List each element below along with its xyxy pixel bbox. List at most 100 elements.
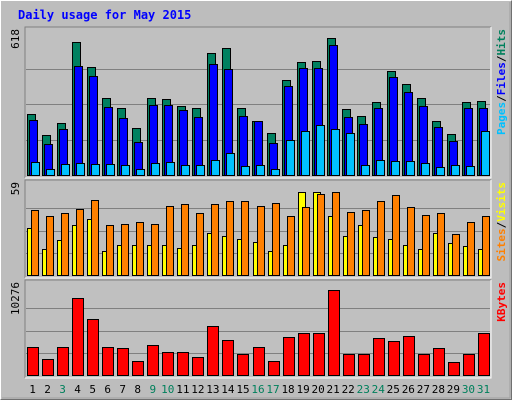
- legend-kbytes: KBytes: [495, 282, 508, 322]
- day-label-25: 25: [387, 383, 400, 396]
- bar-files-day-4: [74, 66, 83, 176]
- bar-files-day-13: [209, 64, 218, 176]
- bar-pages-day-20: [316, 125, 325, 176]
- bar-sites-day-7: [121, 224, 129, 276]
- day-label-8: 8: [134, 383, 141, 396]
- bar-pages-day-17: [271, 169, 280, 176]
- day-label-19: 19: [296, 383, 309, 396]
- bar-sites-day-20: [317, 194, 325, 276]
- bar-sites-day-25: [392, 195, 400, 276]
- bar-pages-day-19: [301, 131, 310, 176]
- bar-kbytes-day-20: [313, 333, 325, 376]
- day-label-27: 27: [417, 383, 430, 396]
- bar-sites-day-5: [91, 200, 99, 276]
- chart-title: Daily usage for May 2015: [18, 8, 191, 22]
- bar-sites-day-27: [422, 215, 430, 276]
- bar-pages-day-22: [346, 133, 355, 176]
- day-label-12: 12: [191, 383, 204, 396]
- bar-kbytes-day-30: [463, 354, 475, 376]
- bar-pages-day-27: [421, 163, 430, 176]
- bar-sites-day-19: [302, 207, 310, 276]
- bar-pages-day-13: [211, 160, 220, 176]
- bar-pages-day-15: [241, 166, 250, 176]
- day-label-17: 17: [266, 383, 279, 396]
- bar-kbytes-day-2: [42, 359, 54, 376]
- bar-pages-day-3: [61, 164, 70, 176]
- day-label-26: 26: [402, 383, 415, 396]
- legend-separator: /: [495, 221, 508, 228]
- bar-kbytes-day-22: [343, 354, 355, 376]
- bar-pages-day-2: [46, 169, 55, 176]
- panel-kbytes-legend: KBytes: [495, 282, 508, 322]
- day-label-21: 21: [327, 383, 340, 396]
- bar-kbytes-day-6: [102, 347, 114, 376]
- day-label-11: 11: [176, 383, 189, 396]
- bar-kbytes-day-10: [162, 352, 174, 376]
- day-label-5: 5: [89, 383, 96, 396]
- day-label-22: 22: [342, 383, 355, 396]
- bar-pages-day-24: [376, 160, 385, 176]
- legend-separator: /: [495, 55, 508, 62]
- day-label-30: 30: [462, 383, 475, 396]
- panel-visits-max-label: 59: [9, 182, 22, 195]
- bar-sites-day-17: [272, 203, 280, 276]
- panel-kbytes-border-dark: [24, 279, 491, 378]
- bar-kbytes-day-11: [177, 352, 189, 376]
- bar-pages-day-28: [436, 167, 445, 176]
- bar-sites-day-31: [482, 216, 490, 276]
- panel-visits-legend: Sites/Visits: [495, 182, 508, 262]
- bar-files-day-5: [89, 76, 98, 176]
- bar-files-day-25: [389, 77, 398, 176]
- day-label-6: 6: [104, 383, 111, 396]
- bar-kbytes-day-18: [283, 337, 295, 376]
- bar-kbytes-day-14: [222, 340, 234, 376]
- day-label-20: 20: [312, 383, 325, 396]
- bar-kbytes-day-9: [147, 345, 159, 376]
- bar-kbytes-day-26: [403, 336, 415, 376]
- bar-kbytes-day-24: [373, 338, 385, 376]
- bar-sites-day-21: [332, 192, 340, 276]
- bar-pages-day-23: [361, 165, 370, 176]
- day-label-18: 18: [281, 383, 294, 396]
- bar-sites-day-28: [437, 213, 445, 276]
- day-labels: 1 2 3 4 5 6 7 8 9 10 11 12 13 14 15 16 17 18 19 20 21 22 23 24 2…: [29, 383, 490, 396]
- bar-sites-day-10: [166, 206, 174, 276]
- panel-kbytes: 10276 KBytes: [9, 279, 508, 379]
- bar-sites-day-22: [347, 212, 355, 276]
- bar-sites-day-1: [31, 210, 39, 276]
- panel-hits-border-dark: [24, 26, 491, 178]
- panel-hits-legend: Pages/Files/Hits: [495, 29, 508, 135]
- day-label-13: 13: [206, 383, 219, 396]
- day-label-14: 14: [221, 383, 235, 396]
- bar-kbytes-day-7: [117, 348, 129, 376]
- day-label-2: 2: [44, 383, 51, 396]
- bar-kbytes-day-15: [237, 354, 249, 376]
- day-label-10: 10: [161, 383, 174, 396]
- bar-kbytes-day-23: [358, 354, 370, 376]
- panel-visits-border-dark: [24, 179, 491, 278]
- bar-kbytes-day-4: [72, 298, 84, 376]
- bar-sites-day-29: [452, 234, 460, 276]
- bar-sites-day-6: [106, 225, 114, 276]
- bar-sites-day-23: [362, 210, 370, 276]
- panel-hits-border-light: [25, 27, 492, 179]
- day-label-16: 16: [251, 383, 264, 396]
- panel-visits: 59 Sites/Visits: [9, 179, 508, 279]
- day-label-24: 24: [372, 383, 386, 396]
- bar-kbytes-day-8: [132, 361, 144, 376]
- day-label-1: 1: [29, 383, 36, 396]
- day-label-9: 9: [149, 383, 156, 396]
- legend-files: Files: [495, 62, 508, 95]
- bar-pages-day-14: [226, 153, 235, 176]
- day-label-29: 29: [447, 383, 460, 396]
- bar-kbytes-day-27: [418, 354, 430, 376]
- day-label-31: 31: [477, 383, 490, 396]
- bar-sites-day-18: [287, 216, 295, 276]
- bar-pages-day-8: [136, 169, 145, 176]
- bar-sites-day-24: [377, 201, 385, 276]
- bar-kbytes-day-1: [27, 347, 39, 376]
- bar-kbytes-day-17: [268, 361, 280, 376]
- bar-pages-day-10: [166, 162, 175, 176]
